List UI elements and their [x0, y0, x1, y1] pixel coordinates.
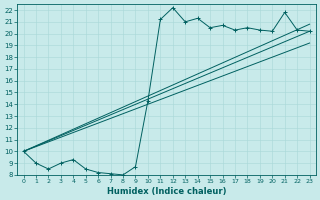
X-axis label: Humidex (Indice chaleur): Humidex (Indice chaleur) — [107, 187, 226, 196]
